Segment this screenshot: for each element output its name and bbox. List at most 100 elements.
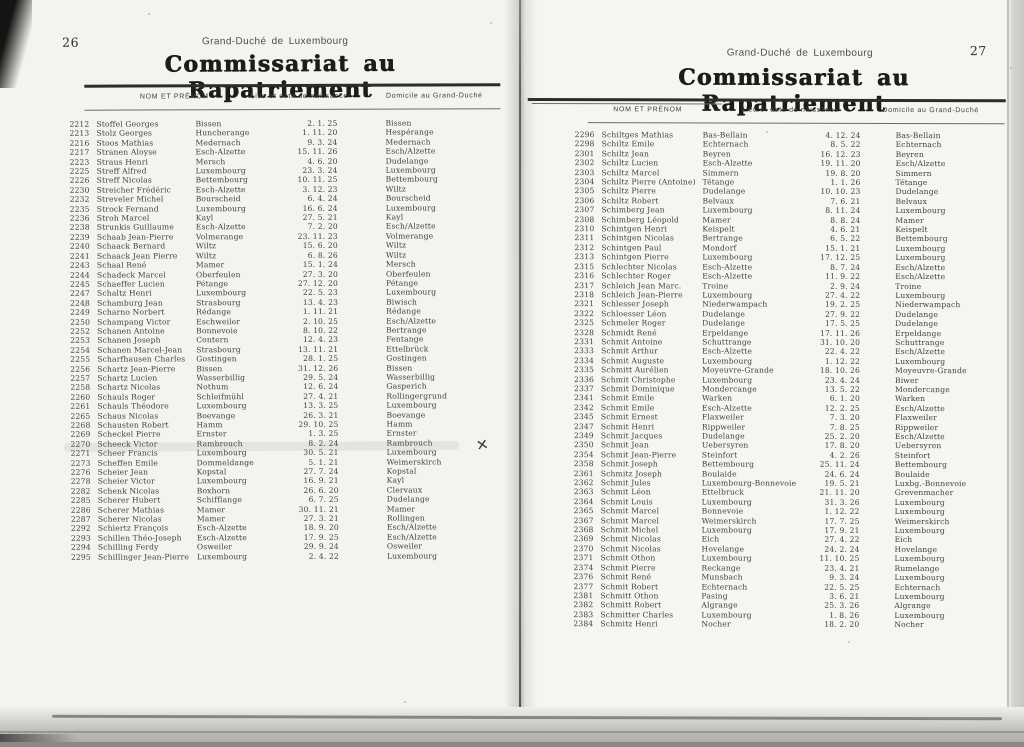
row-birthplace: Esch-Alzette (702, 158, 753, 168)
row-birthplace: Oberfeulen (195, 269, 241, 279)
row-birthdate: 12. 6. 24 (303, 382, 339, 392)
row-domicile: Esch/Alzette (895, 262, 946, 272)
row-domicile: Boulaide (894, 469, 930, 479)
row-birthdate: 18. 2. 20 (824, 619, 860, 630)
row-domicile: Luxembourg (894, 610, 945, 620)
row-birthdate: 19. 11. 20 (820, 159, 861, 169)
row-birthdate: 7. 3. 20 (829, 412, 860, 423)
row-domicile: Ettelbrück (386, 344, 429, 354)
row-domicile: Steinfort (894, 450, 931, 460)
column-headers-left: NOM ET PRÉNOM Lieu et date de naissance … (84, 92, 500, 107)
row-birthplace: Schleifmühl (196, 391, 244, 402)
row-number: 2292 (70, 524, 91, 534)
row-birthdate: 8. 5. 22 (830, 140, 861, 150)
register-table-right: 2296 Schiltges Mathias Bas-Bellain 4. 12. 2… (573, 130, 1019, 630)
row-birthplace: Beyren (702, 149, 731, 159)
row-number: 2250 (70, 317, 91, 327)
row-birthdate: 6. 4. 24 (307, 194, 338, 204)
row-name: Schimberg Léopold (601, 214, 680, 225)
row-number: 2239 (69, 232, 90, 242)
row-birthplace: Esch-Alzette (195, 147, 246, 157)
row-number: 2331 (574, 337, 595, 347)
row-birthplace: Esch-Alzette (702, 262, 753, 272)
row-domicile: Luxembourg (895, 243, 946, 253)
row-birthdate: 1. 3. 25 (308, 429, 339, 439)
row-name: Streveler Michel (96, 194, 164, 204)
row-name: Schmit Jacques (600, 431, 663, 441)
row-domicile: Esch/Alzette (895, 159, 946, 169)
row-birthdate: 10. 11. 25 (297, 175, 338, 185)
row-domicile: Echternach (895, 140, 942, 150)
row-birthdate: 26. 3. 21 (303, 410, 339, 420)
row-name: Schanen Antoine (97, 326, 165, 336)
row-name: Scheier Jean (97, 467, 149, 477)
row-birthplace: Mamer (196, 514, 226, 524)
row-name: Schlechter Roger (601, 271, 671, 281)
row-birthplace: Luxembourg (701, 525, 752, 535)
row-domicile: Rédange (386, 306, 422, 316)
row-name: Schmit Auguste (601, 355, 665, 366)
row-domicile: Osweiler (386, 541, 423, 551)
row-number: 2362 (573, 478, 594, 488)
row-birthplace: Luxembourg (701, 610, 752, 620)
row-birthdate: 7. 6. 21 (830, 196, 861, 206)
row-number: 2354 (573, 449, 594, 460)
row-number: 2282 (70, 486, 91, 496)
row-name: Schartz Lucien (97, 373, 158, 383)
row-birthdate: 19. 5. 21 (824, 478, 860, 488)
row-birthdate: 7. 2. 20 (307, 222, 338, 232)
row-birthplace: Algrange (701, 600, 738, 610)
row-domicile: Dudelange (895, 309, 939, 319)
row-birthplace: Luxembourg (702, 356, 753, 366)
row-domicile: Mamer (386, 504, 416, 514)
row-name: Schauls Théodore (97, 401, 169, 411)
row-domicile: Luxbg.-Bonnevoie (894, 479, 967, 489)
col-header-domicile: Domicile au Grand-Duché (882, 106, 980, 115)
row-domicile: Bertrange (386, 325, 427, 335)
row-name: Schleich Jean Marc. (601, 280, 682, 290)
row-birthdate: 8. 11. 24 (825, 206, 861, 216)
row-birthdate: 23. 4. 24 (824, 375, 861, 385)
row-birthdate: 15. 1. 24 (302, 259, 338, 270)
row-name: Stolz Georges (96, 128, 153, 139)
row-name: Schmit Emile (600, 402, 655, 413)
row-number: 2317 (574, 280, 595, 290)
row-birthdate: 4. 6. 21 (830, 224, 861, 234)
row-birthplace: Luxembourg (702, 252, 753, 262)
row-domicile: Dudelange (386, 494, 430, 504)
row-name: Schmit Robert (600, 581, 659, 591)
row-domicile: Luxembourg (386, 400, 437, 410)
col-header-birth: Lieu et date de naissance (741, 106, 839, 114)
row-domicile: Dudelange (895, 319, 939, 329)
row-name: Schaab Jean-Pierre (96, 232, 174, 242)
row-birthdate: 27. 4. 21 (303, 391, 339, 401)
column-headers-right: NOM ET PRÉNOM Lieu et date de naissance … (588, 106, 1004, 121)
row-birthdate: 22. 5. 23 (302, 288, 339, 298)
row-name: Schmit Nicolas (600, 544, 661, 554)
row-name: Schmit Antoine (601, 337, 663, 347)
row-number: 2358 (573, 459, 594, 469)
row-number: 2243 (69, 260, 90, 270)
row-birthdate: 10. 10. 23 (820, 187, 861, 197)
row-domicile: Medernach (385, 137, 431, 147)
row-name: Schaus Nicolas (97, 411, 159, 421)
row-name: Stoffel Georges (96, 119, 159, 129)
row-number: 2322 (574, 308, 595, 318)
row-birthplace: Bonnevoie (196, 326, 238, 336)
row-birthplace: Echternach (701, 581, 748, 592)
row-birthplace: Luxembourg (195, 203, 246, 213)
row-number: 2261 (70, 401, 91, 411)
row-name: Schmit Christophe (600, 374, 676, 384)
row-birthplace: Erpeldange (702, 328, 749, 338)
row-birthplace: Rippweiler (701, 422, 746, 432)
row-number: 2337 (573, 384, 594, 394)
row-birthdate: 27. 5. 21 (302, 212, 338, 223)
row-name: Schloesser Léon (601, 308, 667, 319)
row-name: Schmit Pierre (600, 562, 656, 573)
row-birthplace: Bonnevoie (701, 506, 744, 516)
row-birthplace: Boevange (196, 410, 236, 420)
row-birthplace: Hamm (196, 420, 223, 430)
row-name: Schmitter Charles (600, 609, 674, 620)
row-number: 2304 (574, 177, 595, 187)
